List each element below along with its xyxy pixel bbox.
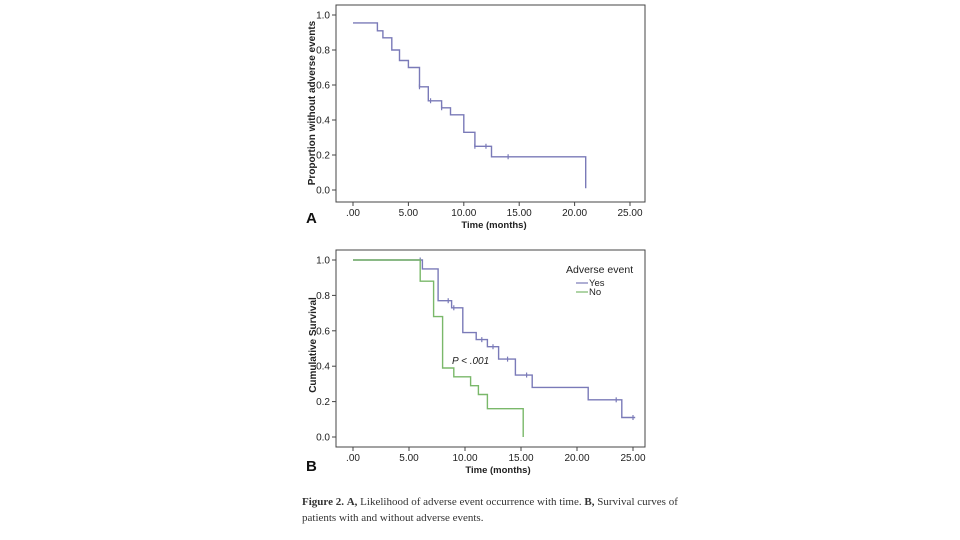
panel-a-series-all-patients	[353, 22, 587, 189]
panel-a-xtick-label: 15.00	[507, 208, 532, 219]
panel-a-xtick-label: 10.00	[451, 208, 476, 219]
panel-b-ytick-label: 0.8	[316, 291, 330, 302]
panel-a-ytick-label: 0.2	[316, 151, 330, 162]
panel-a-ytick-label: 0.4	[316, 116, 330, 127]
panel-b-xtick-label: 20.00	[564, 453, 589, 464]
p-value-annotation: P < .001	[452, 356, 489, 367]
panel-b-series-yes	[353, 259, 636, 419]
panel-b-y-axis-label: Cumulative Survival	[308, 297, 319, 393]
panel-b-ytick-label: 0.2	[316, 397, 330, 408]
panel-b-x-axis-label: Time (months)	[465, 465, 530, 476]
panel-a-chart: Proportion without adverse events Time (…	[306, 4, 646, 231]
legend-label-yes: Yes	[589, 278, 605, 289]
caption-part-a-label: A,	[346, 496, 358, 508]
panel-a-xtick-label: 20.00	[562, 208, 587, 219]
panel-a-ytick-label: 0.8	[316, 46, 330, 57]
panel-b-series-no	[353, 259, 524, 437]
panel-b-chart: Cumulative Survival Time (months) B 0.0 0…	[306, 249, 646, 476]
panel-a-ytick-label: 1.0	[316, 11, 330, 22]
panel-a-y-axis-label: Proportion without adverse events	[307, 20, 318, 185]
panel-b-xtick-label: 15.00	[508, 453, 533, 464]
panel-b-ytick-label: 0.0	[316, 433, 330, 444]
panel-a-ytick-label: 0.0	[316, 186, 330, 197]
caption-figure-label: Figure 2.	[302, 496, 344, 508]
panel-b-letter: B	[306, 458, 317, 475]
panel-a-xtick-label: 25.00	[617, 208, 642, 219]
panel-b-ytick-label: 0.4	[316, 362, 330, 373]
panel-a-x-axis-label: Time (months)	[461, 220, 526, 231]
caption-part-b-label: B,	[584, 496, 595, 508]
legend: Adverse event Yes No	[566, 264, 633, 298]
panel-b-xtick-label: 25.00	[620, 453, 645, 464]
panel-a-xtick-label: 5.00	[399, 208, 419, 219]
panel-b-xtick-label: 5.00	[399, 453, 419, 464]
panel-b-ytick-label: 1.0	[316, 256, 330, 267]
panel-b-frame	[335, 249, 646, 448]
caption-part-b-text: Survival curves of patients with and wit…	[302, 496, 678, 524]
panel-b-xtick-label: .00	[346, 453, 360, 464]
panel-b-xtick-label: 10.00	[452, 453, 477, 464]
panel-b-ytick-label: 0.6	[316, 326, 330, 337]
figure-caption: Figure 2. A, Likelihood of adverse event…	[302, 494, 702, 526]
panel-a-xtick-label: .00	[346, 208, 360, 219]
caption-part-a-text: Likelihood of adverse event occurrence w…	[360, 496, 582, 508]
legend-label-no: No	[589, 287, 601, 298]
panel-a-letter: A	[306, 210, 317, 227]
panel-a-ytick-label: 0.6	[316, 81, 330, 92]
legend-title: Adverse event	[566, 264, 633, 276]
